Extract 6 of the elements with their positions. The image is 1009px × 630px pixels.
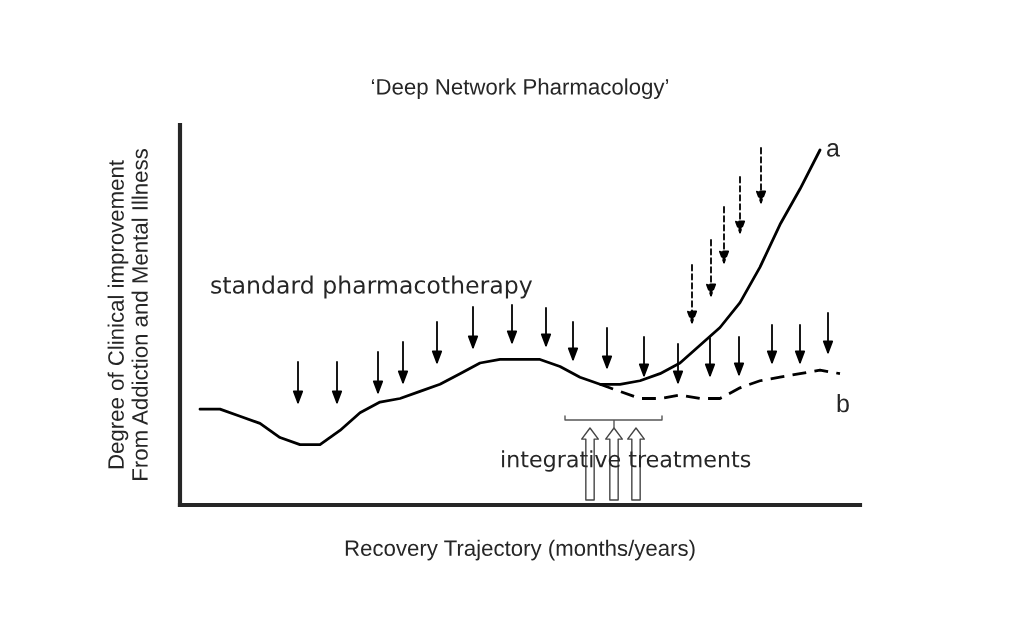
chart-title: ‘Deep Network Pharmacology’ (371, 78, 669, 100)
x-axis-title: Recovery Trajectory (months/years) (345, 539, 695, 561)
series-label: b (837, 393, 849, 413)
annotation: standard pharmacotherapy (211, 275, 533, 299)
series-label: a (827, 143, 840, 157)
y-axis-title: Degree of Clinical improvement From Addiction and Mental Illness (107, 149, 148, 480)
